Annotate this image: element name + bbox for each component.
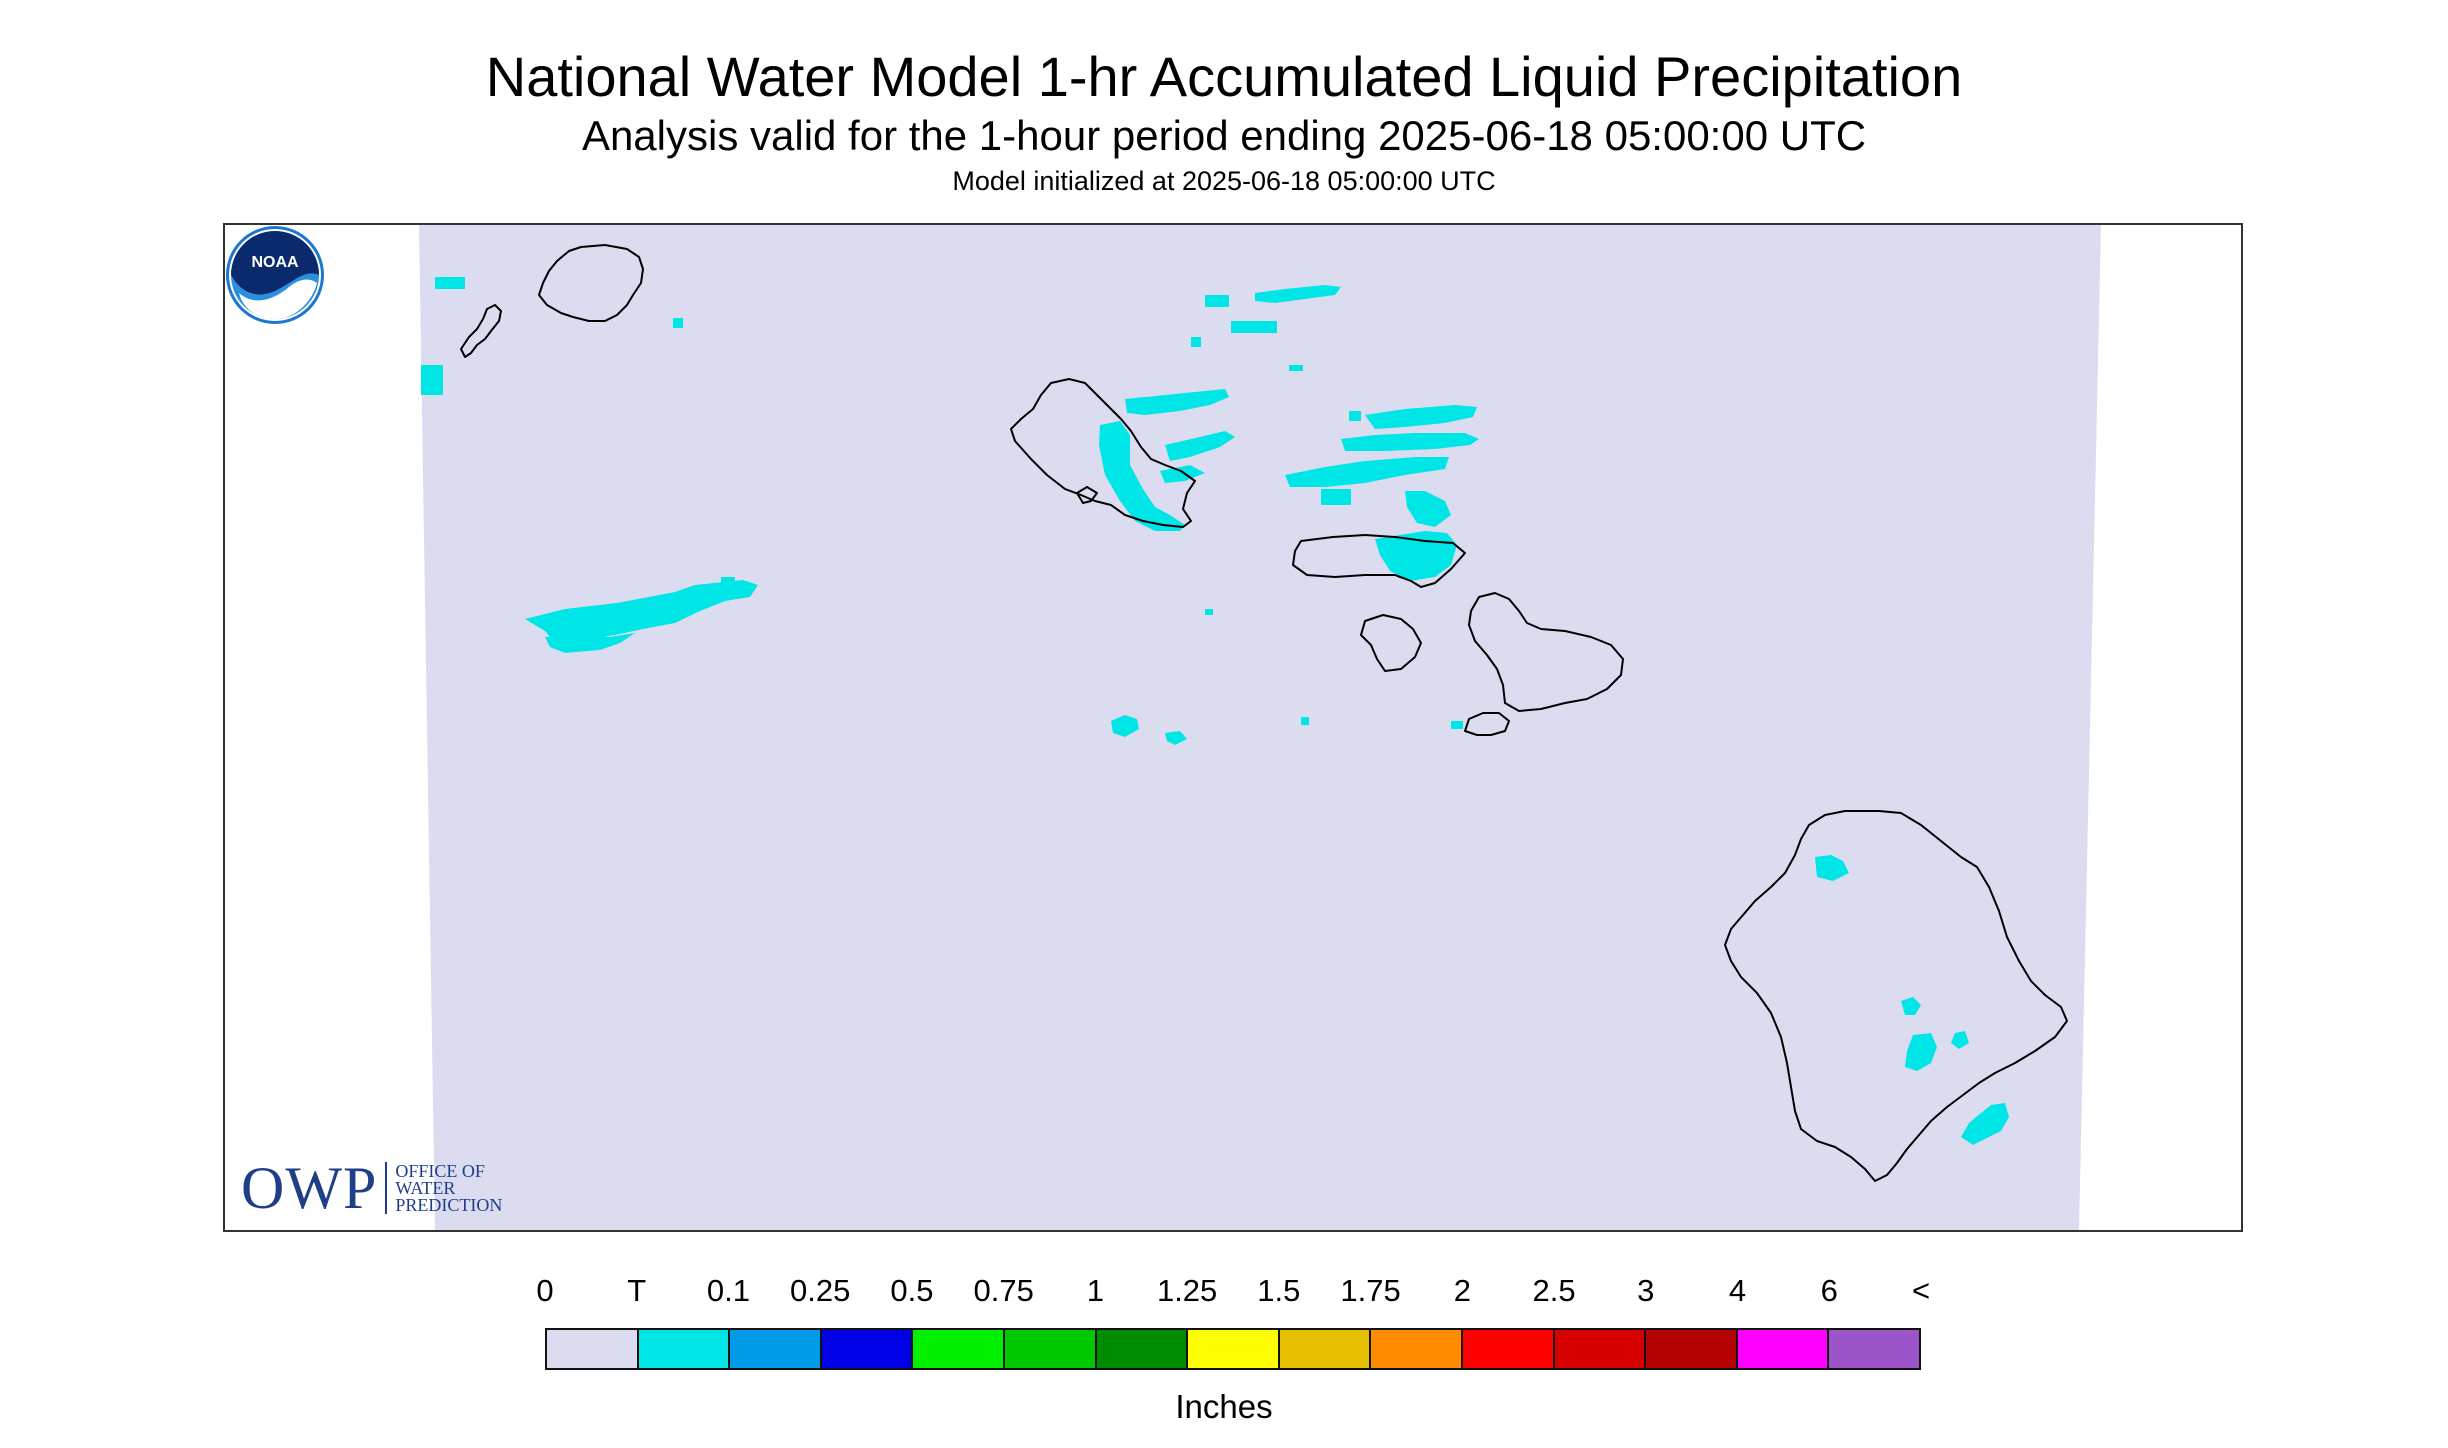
- noaa-logo: NOAA: [226, 226, 324, 324]
- coast-oahu: [1010, 378, 1196, 528]
- legend-tick-label: 1.5: [1257, 1273, 1301, 1308]
- model-init-text: Model initialized at 2025-06-18 05:00:00…: [952, 166, 1496, 196]
- legend-tick-label: 0.1: [706, 1273, 751, 1308]
- coast-niihau: [460, 304, 502, 358]
- legend-swatch: [1371, 1330, 1463, 1368]
- model-domain: [419, 225, 2101, 1230]
- legend-swatch: [913, 1330, 1005, 1368]
- legend-swatch: [547, 1330, 639, 1368]
- coast-hawaii: [1724, 810, 2068, 1182]
- coast-oahu-pearl: [1076, 486, 1098, 504]
- legend-swatch: [1279, 1330, 1372, 1368]
- chart-subtitle: Analysis valid for the 1-hour period end…: [581, 112, 1867, 159]
- owp-line-2: WATER: [395, 1177, 456, 1198]
- owp-logo-text: OWP: [241, 1155, 378, 1221]
- coast-maui: [1468, 592, 1624, 712]
- legend-tick-label: 0: [536, 1273, 554, 1308]
- owp-line-3: PREDICTION: [395, 1194, 503, 1215]
- legend-swatch: [730, 1330, 822, 1368]
- legend-tick-label: 1.25: [1156, 1273, 1218, 1308]
- legend-swatch: [1829, 1330, 1919, 1368]
- chart-title: National Water Model 1-hr Accumulated Li…: [485, 45, 1963, 108]
- noaa-logo-text: NOAA: [251, 254, 299, 271]
- legend-colorbar: [545, 1328, 1921, 1370]
- legend-tick-label: <: [1911, 1273, 1931, 1308]
- legend-tick-label: 1.75: [1340, 1273, 1401, 1308]
- legend-tick-label: 3: [1637, 1273, 1655, 1308]
- legend-ticks: 0 T 0.1 0.25 0.5 0.75 1 1.25 1.5 1.75 2 2.5 3 4 6 <: [536, 1273, 1930, 1323]
- legend-swatch: [1554, 1330, 1647, 1368]
- owp-logo-divider: [385, 1162, 388, 1214]
- legend-tick-label: 0.5: [890, 1273, 934, 1308]
- legend-swatch: [1646, 1330, 1738, 1368]
- legend-tick-label: 0.25: [790, 1273, 851, 1308]
- precip-trace-areas: [421, 277, 2009, 1145]
- legend-units: Inches: [1175, 1388, 1273, 1425]
- coast-lanai: [1360, 614, 1422, 672]
- legend-tick-label: 2: [1453, 1273, 1471, 1308]
- legend-tick-label: T: [627, 1273, 647, 1308]
- coast-kahoolawe: [1464, 712, 1510, 736]
- legend-swatch: [1188, 1330, 1280, 1368]
- legend-tick-label: 6: [1820, 1273, 1838, 1308]
- map-canvas: [419, 225, 2101, 1230]
- coastlines: [460, 244, 2068, 1182]
- legend-swatch: [1462, 1330, 1555, 1368]
- legend-swatch: [1096, 1330, 1189, 1368]
- owp-line-1: OFFICE OF: [395, 1160, 485, 1181]
- legend-swatch: [638, 1330, 731, 1368]
- coast-molokai: [1292, 534, 1466, 588]
- legend-tick-label: 4: [1728, 1273, 1747, 1308]
- precipitation-map: OWP OFFICE OF WATER PREDICTION NOAA: [223, 223, 2243, 1232]
- legend-tick-label: 0.75: [973, 1273, 1034, 1308]
- owp-logo-subtext: OFFICE OF WATER PREDICTION: [395, 1160, 503, 1215]
- legend-swatch: [1004, 1330, 1097, 1368]
- owp-logo: OWP OFFICE OF WATER PREDICTION: [241, 1158, 502, 1218]
- legend-tick-label: 1: [1086, 1273, 1105, 1308]
- legend-swatch: [821, 1330, 914, 1368]
- coast-kauai: [538, 244, 644, 322]
- legend-tick-label: 2.5: [1532, 1273, 1576, 1308]
- legend-swatch: [1737, 1330, 1830, 1368]
